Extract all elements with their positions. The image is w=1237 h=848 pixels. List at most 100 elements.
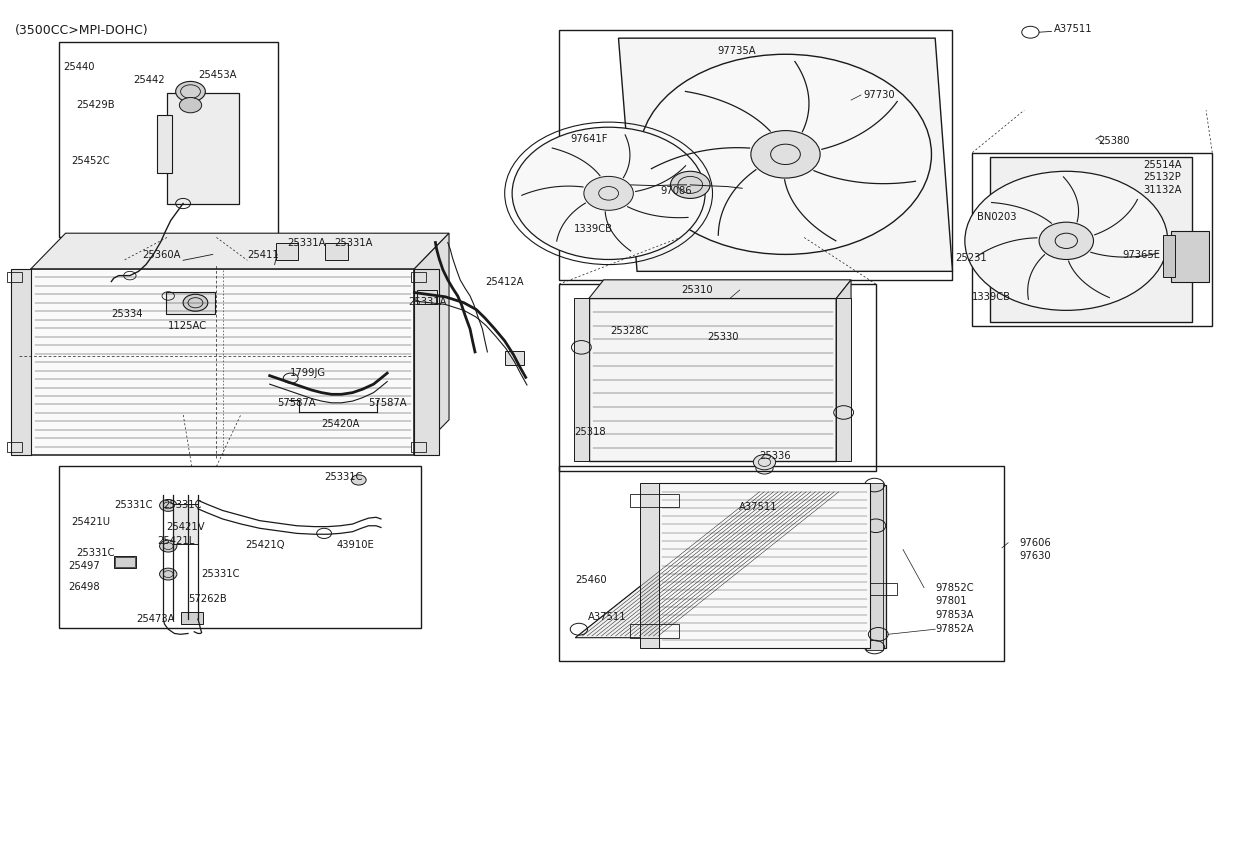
- Bar: [559, 284, 876, 471]
- Polygon shape: [836, 280, 851, 461]
- Circle shape: [753, 455, 776, 470]
- Bar: [7, 272, 22, 282]
- Polygon shape: [414, 233, 449, 455]
- Text: 25440: 25440: [63, 62, 94, 72]
- Circle shape: [160, 568, 177, 580]
- Text: 25514A: 25514A: [1143, 159, 1181, 170]
- Bar: [325, 243, 348, 260]
- Bar: [167, 93, 239, 204]
- Text: 57587A: 57587A: [369, 398, 407, 408]
- Bar: [173, 504, 198, 544]
- Bar: [1171, 231, 1209, 282]
- Circle shape: [584, 176, 633, 210]
- Text: 97086: 97086: [661, 186, 693, 196]
- Text: 97853A: 97853A: [935, 610, 974, 620]
- Bar: [559, 466, 1004, 661]
- Text: 26498: 26498: [68, 582, 100, 592]
- Text: 97730: 97730: [863, 90, 896, 100]
- Text: 25331A: 25331A: [287, 237, 325, 248]
- Text: 25421L: 25421L: [157, 536, 194, 546]
- Circle shape: [640, 54, 931, 254]
- Circle shape: [160, 499, 177, 511]
- Bar: [417, 290, 437, 304]
- Bar: [1163, 235, 1175, 277]
- Polygon shape: [589, 280, 851, 298]
- Circle shape: [965, 171, 1168, 310]
- Bar: [836, 298, 851, 461]
- Bar: [630, 624, 679, 638]
- Circle shape: [351, 475, 366, 485]
- Circle shape: [512, 127, 705, 259]
- Bar: [411, 442, 426, 452]
- Text: 25453A: 25453A: [198, 70, 236, 80]
- Text: 25473A: 25473A: [136, 614, 174, 624]
- Text: 25334: 25334: [111, 309, 142, 319]
- Text: A37511: A37511: [1054, 24, 1092, 34]
- Circle shape: [160, 540, 177, 552]
- Text: 97606: 97606: [1019, 538, 1051, 548]
- Polygon shape: [618, 38, 952, 271]
- Text: 25331C: 25331C: [163, 500, 202, 510]
- Text: 25380: 25380: [1098, 136, 1129, 146]
- Bar: [574, 298, 589, 461]
- Bar: [659, 483, 870, 648]
- Bar: [276, 243, 298, 260]
- Text: 57262B: 57262B: [188, 594, 226, 604]
- Text: 25442: 25442: [134, 75, 166, 85]
- Text: 1799JG: 1799JG: [289, 368, 325, 378]
- Text: 97852C: 97852C: [935, 583, 974, 593]
- Circle shape: [751, 131, 820, 178]
- Text: 25331C: 25331C: [324, 471, 362, 482]
- Text: 43910E: 43910E: [336, 540, 375, 550]
- Circle shape: [179, 98, 202, 113]
- Bar: [630, 494, 679, 507]
- Text: 25328C: 25328C: [610, 326, 648, 336]
- Bar: [559, 30, 952, 280]
- Text: 25412A: 25412A: [485, 276, 523, 287]
- Text: 25452C: 25452C: [72, 156, 110, 166]
- Circle shape: [1039, 222, 1094, 259]
- Text: 25310: 25310: [682, 285, 714, 295]
- Text: 97735A: 97735A: [717, 46, 756, 56]
- Text: 97801: 97801: [935, 596, 967, 606]
- Text: 25331A: 25331A: [408, 297, 447, 307]
- Bar: [115, 557, 135, 567]
- Text: (3500CC>MPI-DOHC): (3500CC>MPI-DOHC): [15, 24, 148, 36]
- Text: 25421V: 25421V: [166, 522, 204, 533]
- Text: 97630: 97630: [1019, 551, 1051, 561]
- Circle shape: [176, 81, 205, 102]
- Bar: [414, 269, 439, 455]
- Text: 25330: 25330: [708, 332, 738, 342]
- Text: 25336: 25336: [760, 451, 792, 461]
- Text: 57587A: 57587A: [277, 398, 315, 408]
- Bar: [972, 153, 1212, 326]
- Circle shape: [183, 294, 208, 311]
- Text: A37511: A37511: [738, 502, 777, 512]
- Bar: [860, 583, 897, 595]
- Text: 31132A: 31132A: [1143, 185, 1181, 195]
- Bar: [31, 269, 414, 455]
- Bar: [863, 485, 886, 648]
- Text: 25421U: 25421U: [72, 516, 111, 527]
- Bar: [866, 483, 883, 650]
- Bar: [157, 115, 172, 173]
- Text: 25429B: 25429B: [77, 100, 115, 110]
- Polygon shape: [990, 157, 1192, 322]
- Bar: [166, 292, 215, 314]
- Text: 25420A: 25420A: [322, 419, 360, 429]
- Bar: [11, 269, 31, 455]
- Bar: [59, 466, 421, 628]
- Text: A37511: A37511: [588, 612, 626, 622]
- Text: 97641F: 97641F: [570, 134, 607, 144]
- Text: 1339CB: 1339CB: [574, 224, 614, 234]
- Text: 1339CB: 1339CB: [972, 292, 1012, 302]
- Bar: [505, 351, 524, 365]
- Text: 97852A: 97852A: [935, 624, 974, 634]
- Text: 25231: 25231: [955, 253, 987, 263]
- Bar: [589, 298, 836, 461]
- Bar: [181, 612, 203, 624]
- Circle shape: [670, 171, 710, 198]
- Text: 25331C: 25331C: [114, 500, 152, 510]
- Polygon shape: [31, 233, 449, 269]
- Text: 25318: 25318: [574, 427, 606, 438]
